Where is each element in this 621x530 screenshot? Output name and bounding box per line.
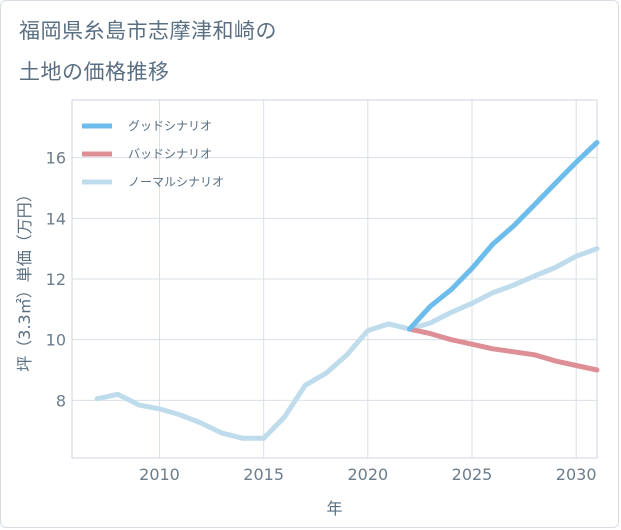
- legend-label: ノーマルシナリオ: [128, 175, 224, 189]
- series-layer: [94, 140, 600, 441]
- series-line: [407, 140, 600, 332]
- chart-title-line2: 土地の価格推移: [19, 60, 170, 84]
- y-tick-label: 10: [46, 331, 66, 350]
- series-line: [94, 246, 600, 441]
- legend-label: グッドシナリオ: [128, 119, 212, 133]
- x-tick-label: 2020: [347, 465, 388, 484]
- x-axis-title: 年: [326, 499, 342, 518]
- x-tick-label: 2010: [139, 465, 180, 484]
- x-tick-label: 2015: [243, 465, 284, 484]
- plot-area: [71, 99, 598, 459]
- y-tick-labels: 8 10 12 14 16: [46, 149, 66, 411]
- x-tick-label: 2030: [556, 465, 597, 484]
- series-line: [407, 326, 600, 373]
- x-tick-label: 2025: [452, 465, 493, 484]
- y-tick-label: 14: [46, 209, 66, 228]
- legend-label: バッドシナリオ: [128, 147, 212, 161]
- y-axis-title: 坪（3.3㎡）単価（万円）: [15, 186, 34, 371]
- y-tick-label: 8: [56, 391, 66, 410]
- x-tick-labels: 2010 2015 2020 2025 2030: [139, 465, 596, 484]
- chart-title-line1: 福岡県糸島市志摩津和崎の: [19, 19, 277, 43]
- y-tick-label: 12: [46, 270, 66, 289]
- y-tick-label: 16: [46, 149, 66, 168]
- grid-lines: [72, 100, 597, 458]
